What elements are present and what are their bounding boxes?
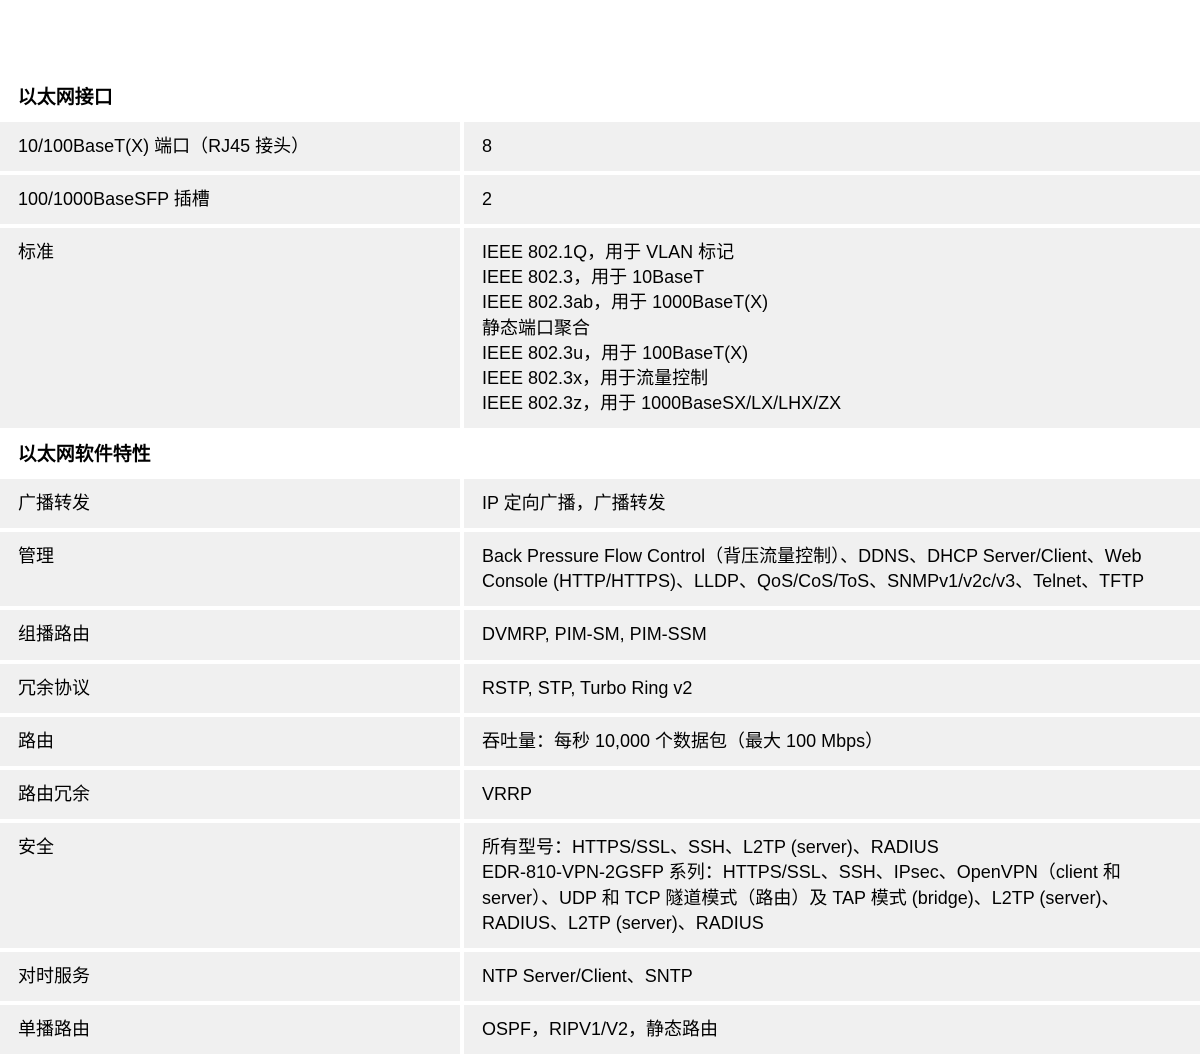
spec-label: 安全 [0,823,460,948]
spec-section: 以太网接口10/100BaseT(X) 端口（RJ45 接头）8100/1000… [0,75,1200,428]
spec-value: IEEE 802.1Q，用于 VLAN 标记 IEEE 802.3，用于 10B… [464,228,1200,428]
spec-label: 冗余协议 [0,664,460,713]
spec-label: 路由 [0,717,460,766]
spec-label: 10/100BaseT(X) 端口（RJ45 接头） [0,122,460,171]
spec-value: 吞吐量：每秒 10,000 个数据包（最大 100 Mbps） [464,717,1200,766]
spec-value: 8 [464,122,1200,171]
spec-value: 2 [464,175,1200,224]
spec-row: 广播转发IP 定向广播，广播转发 [0,479,1200,528]
spec-value: Back Pressure Flow Control（背压流量控制）、DDNS、… [464,532,1200,606]
spec-value: DVMRP, PIM-SM, PIM-SSM [464,610,1200,659]
spec-value: OSPF，RIPV1/V2，静态路由 [464,1005,1200,1054]
spec-value: VRRP [464,770,1200,819]
spec-row: 冗余协议RSTP, STP, Turbo Ring v2 [0,664,1200,713]
spec-row: 路由吞吐量：每秒 10,000 个数据包（最大 100 Mbps） [0,717,1200,766]
spec-sheet: 以太网接口10/100BaseT(X) 端口（RJ45 接头）8100/1000… [0,75,1200,1054]
spec-label: 单播路由 [0,1005,460,1054]
spec-label: 管理 [0,532,460,606]
spec-row: 管理Back Pressure Flow Control（背压流量控制）、DDN… [0,532,1200,606]
spec-label: 路由冗余 [0,770,460,819]
spec-row: 组播路由DVMRP, PIM-SM, PIM-SSM [0,610,1200,659]
spec-value: IP 定向广播，广播转发 [464,479,1200,528]
spec-label: 广播转发 [0,479,460,528]
spec-label: 对时服务 [0,952,460,1001]
spec-label: 组播路由 [0,610,460,659]
spec-section: 以太网软件特性广播转发IP 定向广播，广播转发管理Back Pressure F… [0,432,1200,1054]
spec-label: 标准 [0,228,460,428]
spec-row: 10/100BaseT(X) 端口（RJ45 接头）8 [0,122,1200,171]
section-header: 以太网接口 [0,75,1200,122]
section-header: 以太网软件特性 [0,432,1200,479]
spec-row: 标准IEEE 802.1Q，用于 VLAN 标记 IEEE 802.3，用于 1… [0,228,1200,428]
spec-value: RSTP, STP, Turbo Ring v2 [464,664,1200,713]
spec-value: NTP Server/Client、SNTP [464,952,1200,1001]
spec-value: 所有型号：HTTPS/SSL、SSH、L2TP (server)、RADIUS … [464,823,1200,948]
spec-row: 安全所有型号：HTTPS/SSL、SSH、L2TP (server)、RADIU… [0,823,1200,948]
spec-row: 单播路由OSPF，RIPV1/V2，静态路由 [0,1005,1200,1054]
spec-row: 100/1000BaseSFP 插槽2 [0,175,1200,224]
spec-row: 对时服务NTP Server/Client、SNTP [0,952,1200,1001]
spec-row: 路由冗余VRRP [0,770,1200,819]
spec-label: 100/1000BaseSFP 插槽 [0,175,460,224]
